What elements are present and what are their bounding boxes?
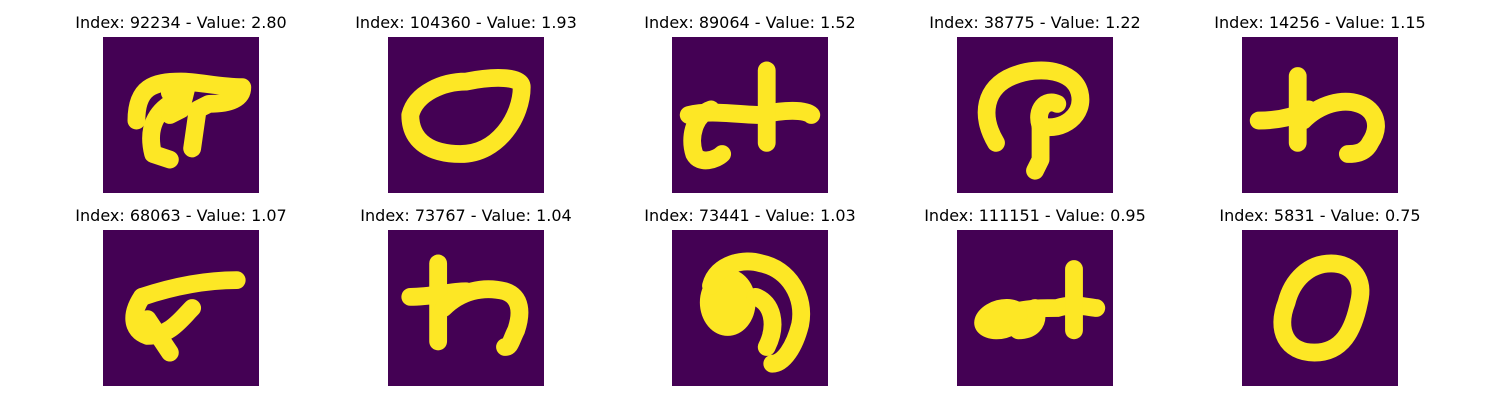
- panel-title: Index: 68063 - Value: 1.07: [75, 206, 287, 225]
- digit-image: [388, 37, 544, 193]
- digit-image: [957, 230, 1113, 386]
- panel-title: Index: 92234 - Value: 2.80: [75, 13, 287, 32]
- panel-title: Index: 73767 - Value: 1.04: [360, 206, 572, 225]
- digit-image: [1242, 230, 1398, 386]
- digit-image: [672, 37, 828, 193]
- panel-title: Index: 89064 - Value: 1.52: [644, 13, 856, 32]
- digit-image: [672, 230, 828, 386]
- panel-title: Index: 14256 - Value: 1.15: [1214, 13, 1426, 32]
- panel-title: Index: 5831 - Value: 0.75: [1219, 206, 1421, 225]
- digit-image: [1242, 37, 1398, 193]
- panel-title: Index: 104360 - Value: 1.93: [355, 13, 577, 32]
- digit-image: [103, 37, 259, 193]
- panel-title: Index: 38775 - Value: 1.22: [929, 13, 1141, 32]
- digit-image: [388, 230, 544, 386]
- digit-image: [103, 230, 259, 386]
- digit-image: [957, 37, 1113, 193]
- panel-title: Index: 111151 - Value: 0.95: [924, 206, 1146, 225]
- panel-title: Index: 73441 - Value: 1.03: [644, 206, 856, 225]
